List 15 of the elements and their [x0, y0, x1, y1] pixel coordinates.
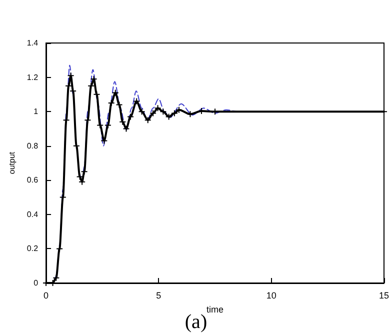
y-tick-label: 0.6 [26, 176, 39, 185]
x-tick-label: 15 [378, 290, 389, 300]
y-tick-label: 0.2 [26, 244, 39, 254]
y-tick-label: 1.4 [26, 38, 39, 48]
y-tick-label: 1 [34, 107, 39, 116]
x-tick-label: 5 [156, 290, 162, 300]
x-tick-label: 10 [266, 290, 276, 300]
y-tick-label: 0.4 [26, 210, 39, 219]
x-axis-title: time [206, 304, 224, 314]
text: (a) [184, 311, 208, 333]
x-tick-label: 0 [44, 290, 49, 300]
y-tick-label: 1.2 [26, 72, 39, 82]
y-tick-label: 0 [34, 278, 39, 288]
y-tick-label: 0.8 [26, 141, 39, 150]
y-axis-title: output [8, 151, 16, 174]
